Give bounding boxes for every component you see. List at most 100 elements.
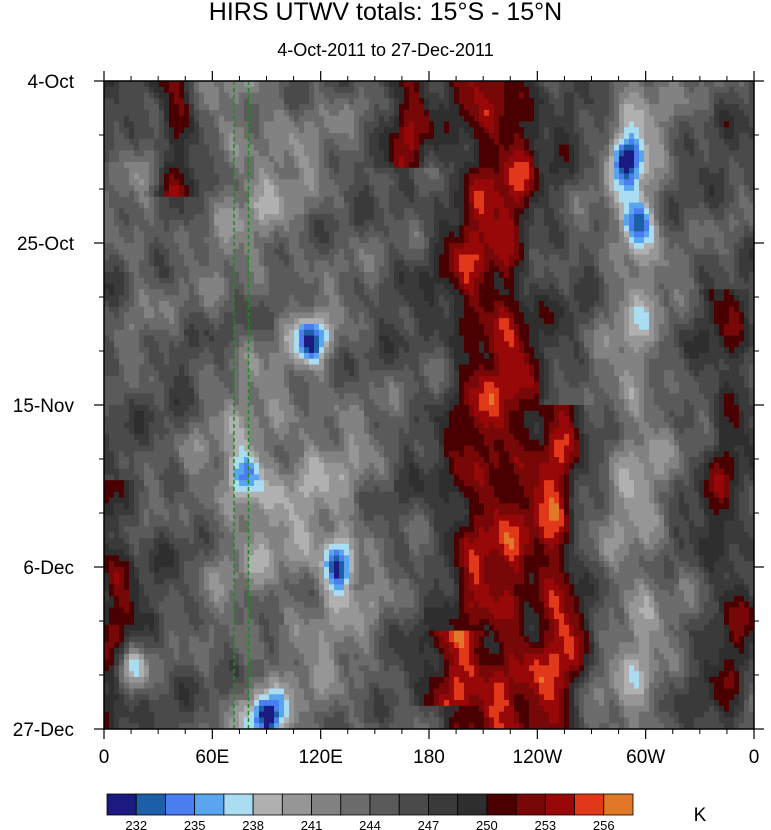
field-cell [179,156,185,163]
field-cell [719,271,725,279]
field-cell [744,115,750,123]
field-cell [384,289,390,296]
field-cell [244,162,250,169]
field-cell [689,190,695,198]
field-cell [124,190,130,198]
field-cell [609,225,615,233]
field-cell [719,260,725,267]
field-cell [494,208,500,215]
field-cell [389,225,395,233]
field-cell [609,150,615,157]
field-cell [549,295,555,302]
field-cell [204,133,210,140]
field-cell [364,190,370,198]
field-cell [164,173,170,180]
field-cell [164,150,170,157]
field-cell [639,86,645,94]
field-cell [474,104,480,111]
field-cell [394,231,400,238]
field-cell [194,225,200,233]
field-cell [354,127,360,134]
field-cell [194,219,200,227]
field-cell [599,289,605,296]
field-cell [364,185,370,192]
field-cell [249,237,255,244]
field-cell [134,127,140,134]
field-cell [724,277,730,285]
field-cell [279,271,285,279]
field-cell [134,295,140,302]
field-cell [704,237,710,244]
field-cell [454,202,460,209]
field-cell [384,190,390,198]
field-cell [504,162,510,169]
field-cell [589,266,595,273]
field-cell [134,86,140,94]
field-cell [404,138,410,146]
field-cell [624,81,630,88]
field-cell [284,208,290,215]
field-cell [189,156,195,163]
field-cell [584,81,590,88]
field-cell [664,219,670,227]
field-cell [654,214,660,221]
field-cell [659,225,665,233]
field-cell [489,214,495,221]
field-cell [354,231,360,238]
field-cell [474,231,480,238]
field-cell [199,196,205,204]
field-cell [674,219,680,227]
field-cell [149,196,155,204]
field-cell [709,121,715,128]
field-cell [579,295,585,302]
field-cell [244,225,250,233]
field-cell [389,219,395,227]
field-cell [689,167,695,175]
field-cell [104,202,110,209]
field-cell [354,167,360,175]
field-cell [714,219,720,227]
field-cell [444,289,450,296]
field-cell [599,144,605,152]
field-cell [634,81,640,88]
field-cell [739,219,745,227]
field-cell [174,150,180,157]
field-cell [284,202,290,209]
field-cell [724,133,730,140]
field-cell [749,289,754,296]
field-cell [634,295,640,302]
field-cell [669,260,675,267]
field-cell [459,196,465,204]
field-cell [169,162,175,169]
field-cell [604,196,610,204]
field-cell [279,144,285,152]
field-cell [469,271,475,279]
field-cell [359,190,365,198]
field-cell [129,237,135,244]
field-cell [124,109,130,117]
field-cell [334,104,340,111]
field-cell [564,190,570,198]
field-cell [234,243,240,250]
field-cell [704,86,710,94]
field-cell [664,283,670,290]
field-cell [609,144,615,152]
field-cell [194,86,200,94]
field-cell [299,133,305,140]
field-cell [624,86,630,94]
field-cell [274,289,280,296]
field-cell [614,115,620,123]
field-cell [524,202,530,209]
field-cell [679,173,685,180]
field-cell [659,289,665,296]
field-cell [469,283,475,290]
field-cell [489,86,495,94]
field-cell [629,214,635,221]
field-cell [199,156,205,163]
field-cell [269,208,275,215]
field-cell [464,162,470,169]
field-cell [589,109,595,117]
field-cell [124,243,130,250]
field-cell [269,173,275,180]
field-cell [669,179,675,186]
